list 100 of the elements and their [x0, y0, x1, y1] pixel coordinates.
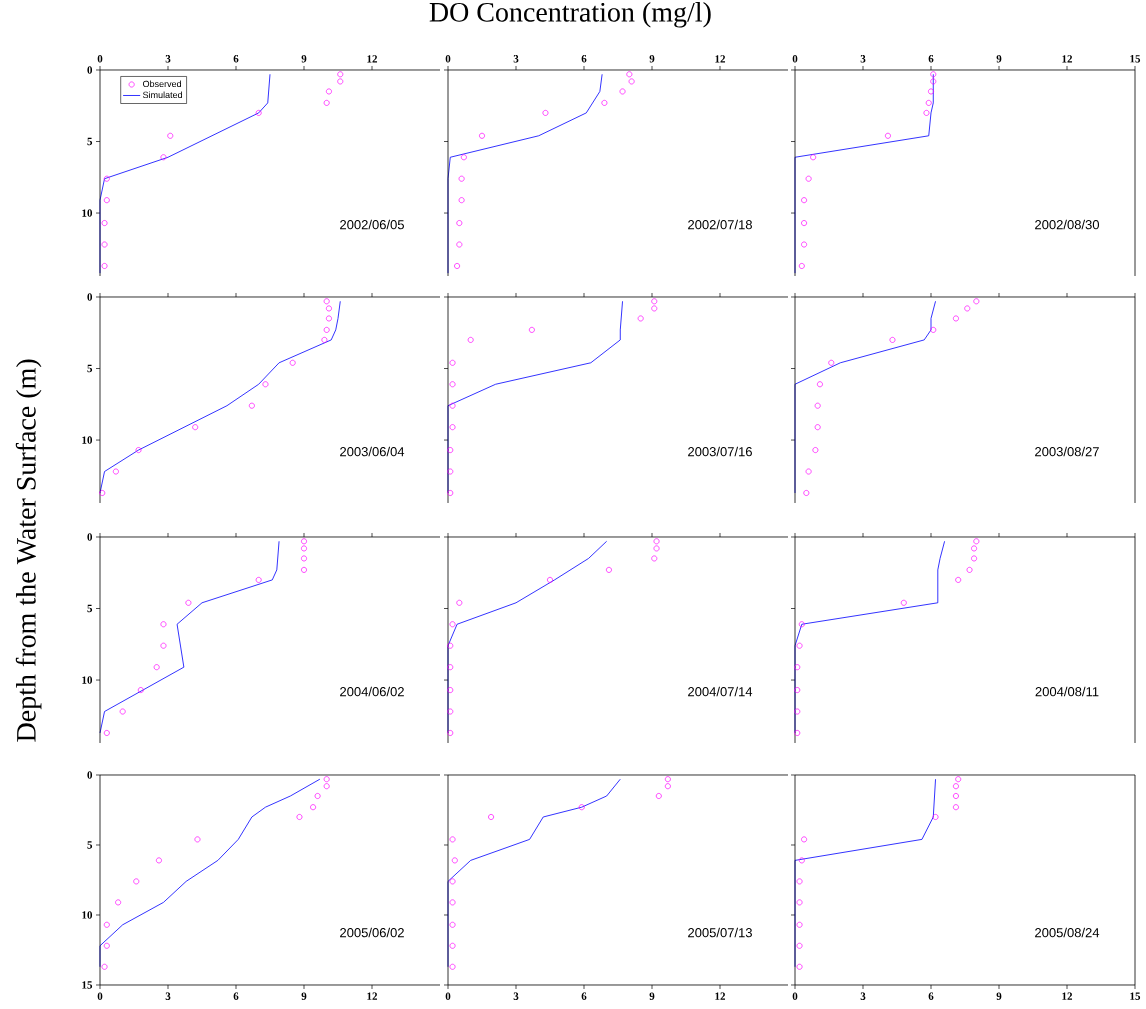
point: [884, 132, 891, 139]
chart-title: DO Concentration (mg/l): [429, 2, 711, 28]
point: [112, 468, 119, 475]
y-tick-label: 0: [87, 533, 93, 541]
annotation: 2002/08/30: [1035, 219, 1100, 230]
point: [971, 545, 978, 552]
point: [816, 381, 823, 388]
point: [796, 899, 803, 906]
point: [930, 78, 937, 85]
annotation: 2004/06/02: [340, 686, 404, 697]
y-tick-label: 10: [82, 209, 93, 217]
x-tick-label: 6: [928, 55, 934, 63]
point: [314, 793, 321, 799]
point: [103, 197, 110, 204]
x-tick-label: 3: [165, 992, 171, 1000]
point: [115, 899, 122, 906]
annotation: 2005/08/24: [1035, 927, 1100, 938]
point: [447, 687, 454, 694]
point: [321, 336, 328, 343]
x-tick-label: 12: [715, 55, 726, 63]
point: [626, 71, 633, 78]
point: [467, 336, 474, 343]
point: [449, 381, 456, 388]
point: [99, 490, 106, 496]
point: [803, 490, 810, 496]
x-tick-label: 12: [715, 992, 726, 1000]
point: [456, 599, 463, 606]
point: [325, 305, 332, 312]
point: [928, 88, 934, 95]
point: [255, 109, 262, 116]
point: [101, 220, 108, 227]
point: [796, 942, 803, 949]
point: [103, 730, 110, 736]
x-tick-label: 6: [581, 992, 587, 1000]
point: [447, 468, 454, 475]
y-tick-label: 5: [87, 604, 93, 613]
legend-label: Simulated: [142, 91, 183, 99]
point: [160, 642, 167, 649]
point: [796, 963, 803, 970]
point: [192, 424, 199, 431]
y-tick-label: 15: [82, 981, 93, 989]
point: [449, 836, 456, 843]
point: [103, 921, 110, 928]
point: [323, 99, 330, 106]
point: [923, 109, 930, 116]
point: [454, 263, 461, 269]
y-tick-label: 0: [87, 293, 93, 301]
x-tick-label: 0: [445, 55, 451, 63]
x-tick-label: 0: [97, 992, 103, 1000]
point: [798, 857, 805, 864]
legend-label: Observed: [143, 80, 182, 88]
point: [449, 359, 456, 366]
x-tick-label: 6: [928, 992, 934, 1000]
point: [814, 402, 821, 409]
point: [456, 220, 463, 227]
point: [289, 359, 296, 366]
point: [323, 326, 330, 333]
point: [796, 878, 803, 885]
point: [973, 538, 980, 545]
point: [952, 804, 959, 811]
x-tick-label: 9: [301, 55, 307, 63]
point: [447, 730, 454, 736]
point: [794, 687, 801, 694]
annotation: 2003/07/16: [688, 446, 752, 457]
x-tick-label: 6: [233, 992, 239, 1000]
point: [578, 804, 585, 811]
point: [651, 298, 658, 305]
x-tick-label: 15: [1130, 55, 1141, 63]
point: [301, 545, 307, 552]
point: [449, 921, 456, 928]
point: [456, 241, 463, 248]
point: [794, 708, 801, 715]
point: [325, 88, 332, 95]
point: [952, 793, 959, 799]
point: [167, 132, 174, 139]
point: [952, 783, 959, 790]
annotation: 2004/08/11: [1035, 686, 1099, 697]
point: [337, 78, 344, 85]
point: [447, 708, 454, 715]
point: [801, 836, 808, 843]
point: [653, 545, 660, 552]
point: [828, 359, 835, 366]
point: [971, 555, 978, 562]
point: [137, 687, 144, 694]
point: [955, 776, 962, 783]
point: [458, 197, 465, 204]
point: [160, 621, 167, 628]
point: [651, 305, 658, 312]
x-tick-label: 15: [1130, 992, 1141, 1000]
y-tick-label: 5: [87, 137, 93, 146]
point: [103, 942, 110, 949]
point: [301, 538, 307, 545]
point: [449, 942, 456, 949]
point: [900, 599, 907, 606]
point: [262, 381, 269, 388]
point: [805, 468, 812, 475]
point: [605, 566, 612, 573]
point: [479, 132, 485, 139]
point: [801, 241, 808, 248]
point: [447, 642, 454, 649]
